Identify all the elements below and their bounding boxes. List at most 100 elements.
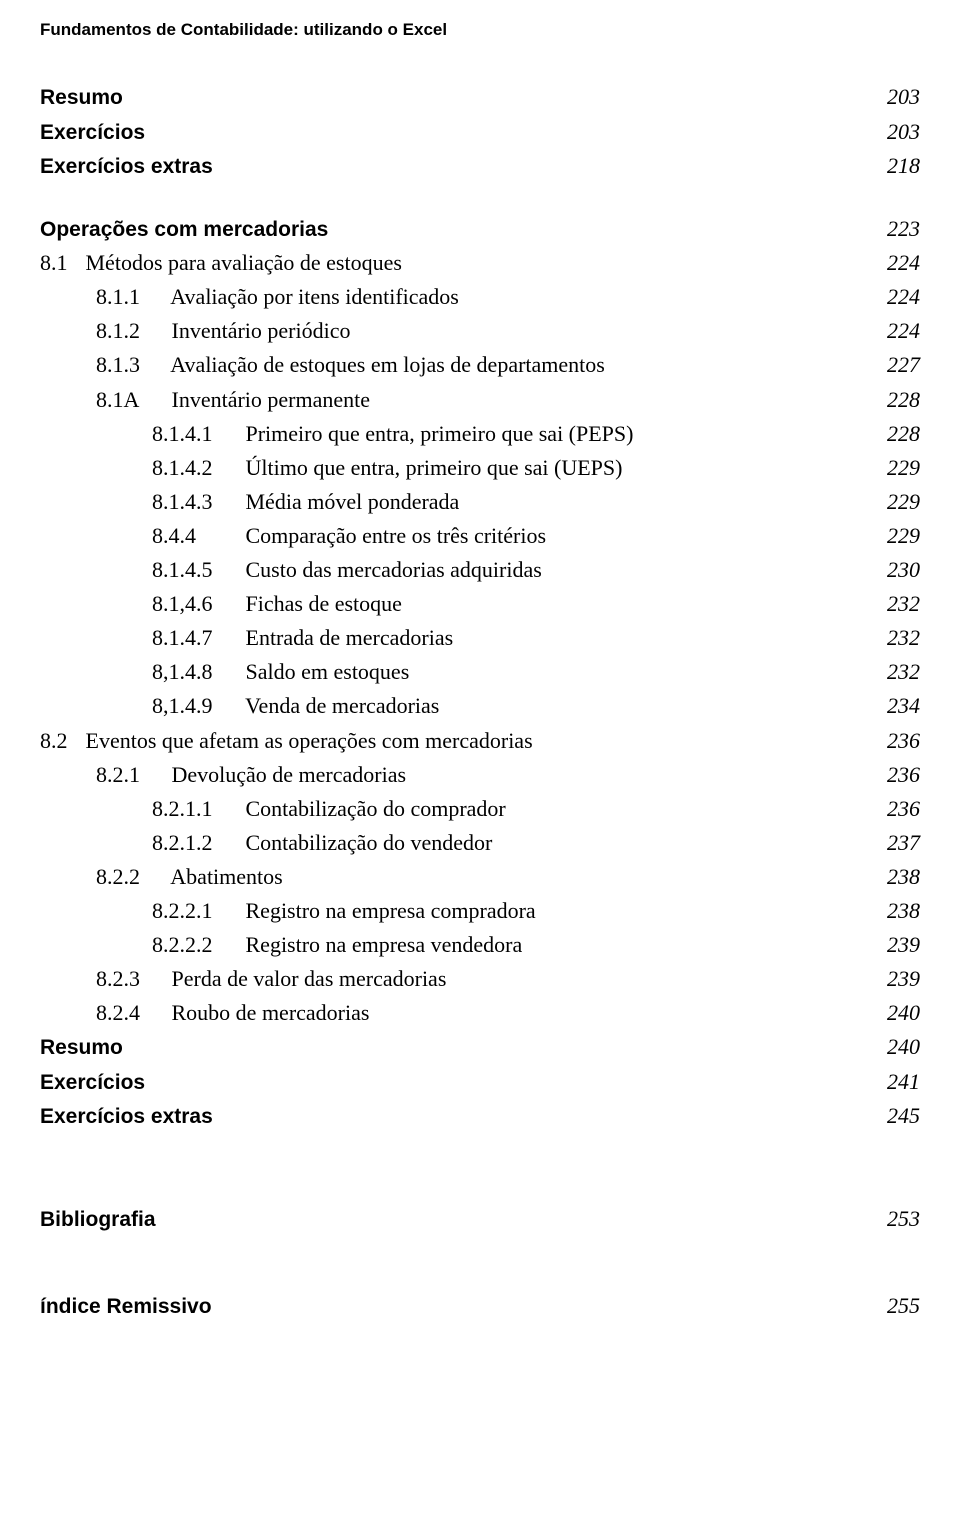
toc-title: Média móvel ponderada bbox=[246, 489, 460, 514]
toc-label: 8.2.3 Perda de valor das mercadorias bbox=[40, 962, 871, 996]
toc-title: Comparação entre os três critérios bbox=[246, 523, 547, 548]
toc-title: Registro na empresa compradora bbox=[246, 898, 536, 923]
toc-section-number: 8.2.4 bbox=[96, 996, 166, 1030]
toc-line: 8,1.4.9 Venda de mercadorias234 bbox=[40, 689, 920, 723]
toc-page-number: 203 bbox=[871, 80, 920, 114]
toc-section-number: 8.4.4 bbox=[152, 519, 240, 553]
toc-label: Resumo bbox=[40, 82, 871, 115]
toc-label: 8.4.4 Comparação entre os três critérios bbox=[40, 519, 871, 553]
toc-page-number: 227 bbox=[871, 348, 920, 382]
toc-page-number: 224 bbox=[871, 280, 920, 314]
toc-line: 8.2.3 Perda de valor das mercadorias239 bbox=[40, 962, 920, 996]
toc-line: 8.1.4.2 Último que entra, primeiro que s… bbox=[40, 451, 920, 485]
toc-main-group: Operações com mercadorias2238.1 Métodos … bbox=[40, 212, 920, 1134]
toc-line: 8.1 Métodos para avaliação de estoques22… bbox=[40, 246, 920, 280]
toc-label: 8.1.4.1 Primeiro que entra, primeiro que… bbox=[40, 417, 871, 451]
toc-section-number: 8.1.4.5 bbox=[152, 553, 240, 587]
toc-line: 8.1A Inventário permanente228 bbox=[40, 383, 920, 417]
toc-label: Exercícios extras bbox=[40, 151, 871, 184]
toc-label: 8.1 Métodos para avaliação de estoques bbox=[40, 246, 871, 280]
toc-label: índice Remissivo bbox=[40, 1291, 871, 1324]
toc-title: Custo das mercadorias adquiridas bbox=[246, 557, 542, 582]
toc-page-number: 228 bbox=[871, 417, 920, 451]
toc-label: 8.1.1 Avaliação por itens identificados bbox=[40, 280, 871, 314]
toc-page-number: 245 bbox=[871, 1099, 920, 1133]
toc-line: 8.1.4.5 Custo das mercadorias adquiridas… bbox=[40, 553, 920, 587]
toc-page-number: 236 bbox=[871, 724, 920, 758]
toc-title: Saldo em estoques bbox=[246, 659, 410, 684]
toc-title: Último que entra, primeiro que sai (UEPS… bbox=[246, 455, 623, 480]
toc-title: Inventário periódico bbox=[172, 318, 351, 343]
toc-section-number: 8.2.2.1 bbox=[152, 894, 240, 928]
toc-line: Operações com mercadorias223 bbox=[40, 212, 920, 247]
toc-label: Operações com mercadorias bbox=[40, 214, 871, 247]
toc-page-number: 240 bbox=[871, 996, 920, 1030]
toc-page-number: 229 bbox=[871, 485, 920, 519]
toc-line: 8.2.2.2 Registro na empresa vendedora239 bbox=[40, 928, 920, 962]
toc-page-number: 236 bbox=[871, 792, 920, 826]
toc-label: 8.1,4.6 Fichas de estoque bbox=[40, 587, 871, 621]
toc-section-number: 8,1.4.9 bbox=[152, 689, 240, 723]
toc-page-number: 232 bbox=[871, 621, 920, 655]
toc-title: Venda de mercadorias bbox=[245, 693, 439, 718]
toc-page-number: 203 bbox=[871, 115, 920, 149]
toc-label: 8.2.2.2 Registro na empresa vendedora bbox=[40, 928, 871, 962]
toc-label: 8.2.2.1 Registro na empresa compradora bbox=[40, 894, 871, 928]
toc-page-number: 218 bbox=[871, 149, 920, 183]
toc-line: 8.2.2 Abatimentos238 bbox=[40, 860, 920, 894]
toc-section-number: 8.1.2 bbox=[96, 314, 166, 348]
toc-section-number: 8,1.4.8 bbox=[152, 655, 240, 689]
toc-title: Registro na empresa vendedora bbox=[246, 932, 523, 957]
back-matter-group: Bibliografia253 índice Remissivo255 bbox=[40, 1202, 920, 1323]
toc-page-number: 223 bbox=[871, 212, 920, 246]
toc-section-number: 8.1.3 bbox=[96, 348, 166, 382]
back-matter-item: Bibliografia253 bbox=[40, 1202, 920, 1237]
toc-label: 8.1.4.7 Entrada de mercadorias bbox=[40, 621, 871, 655]
toc-line: 8.1,4.6 Fichas de estoque232 bbox=[40, 587, 920, 621]
toc-label: 8.1.4.3 Média móvel ponderada bbox=[40, 485, 871, 519]
toc-page-number: 239 bbox=[871, 928, 920, 962]
toc-line: Resumo203 bbox=[40, 80, 920, 115]
toc-section-number: 8.2.1.1 bbox=[152, 792, 240, 826]
toc-line: 8.2.2.1 Registro na empresa compradora23… bbox=[40, 894, 920, 928]
toc-label: Bibliografia bbox=[40, 1204, 871, 1237]
toc-section-number: 8.1A bbox=[96, 383, 166, 417]
toc-line: 8.1.4.3 Média móvel ponderada229 bbox=[40, 485, 920, 519]
toc-page-number: 228 bbox=[871, 383, 920, 417]
toc-line: 8.4.4 Comparação entre os três critérios… bbox=[40, 519, 920, 553]
toc-section-number: 8.1.4.7 bbox=[152, 621, 240, 655]
toc-label: 8.2.1.1 Contabilização do comprador bbox=[40, 792, 871, 826]
toc-section-number: 8.1.4.1 bbox=[152, 417, 240, 451]
toc-label: 8.1.4.5 Custo das mercadorias adquiridas bbox=[40, 553, 871, 587]
running-header: Fundamentos de Contabilidade: utilizando… bbox=[40, 20, 920, 40]
toc-label: 8.1.2 Inventário periódico bbox=[40, 314, 871, 348]
toc-page-number: 232 bbox=[871, 655, 920, 689]
toc-label: 8.2 Eventos que afetam as operações com … bbox=[40, 724, 871, 758]
toc-page-number: 241 bbox=[871, 1065, 920, 1099]
toc-page-number: 237 bbox=[871, 826, 920, 860]
toc-title: Devolução de mercadorias bbox=[172, 762, 407, 787]
toc-line: 8.1.2 Inventário periódico224 bbox=[40, 314, 920, 348]
toc-title: Contabilização do comprador bbox=[246, 796, 506, 821]
toc-line: 8.2.1.2 Contabilização do vendedor237 bbox=[40, 826, 920, 860]
toc-page-number: 229 bbox=[871, 451, 920, 485]
toc-section-number: 8.2.1.2 bbox=[152, 826, 240, 860]
toc-section-number: 8.2.3 bbox=[96, 962, 166, 996]
toc-title: Perda de valor das mercadorias bbox=[172, 966, 447, 991]
toc-page-number: 238 bbox=[871, 894, 920, 928]
toc-title: Entrada de mercadorias bbox=[246, 625, 454, 650]
toc-label: Resumo bbox=[40, 1032, 871, 1065]
toc-page-number: 224 bbox=[871, 246, 920, 280]
toc-line: 8.1.4.7 Entrada de mercadorias232 bbox=[40, 621, 920, 655]
toc-title: Avaliação de estoques em lojas de depart… bbox=[170, 352, 605, 377]
toc-label: 8.2.1 Devolução de mercadorias bbox=[40, 758, 871, 792]
toc-line: índice Remissivo255 bbox=[40, 1289, 920, 1324]
toc-line: Bibliografia253 bbox=[40, 1202, 920, 1237]
toc-line: Exercícios241 bbox=[40, 1065, 920, 1100]
toc-title: Fichas de estoque bbox=[246, 591, 402, 616]
toc-line: 8.1.3 Avaliação de estoques em lojas de … bbox=[40, 348, 920, 382]
toc-section-number: 8.1,4.6 bbox=[152, 587, 240, 621]
toc-page-number: 232 bbox=[871, 587, 920, 621]
toc-label: 8,1.4.8 Saldo em estoques bbox=[40, 655, 871, 689]
toc-section-number: 8.2.1 bbox=[96, 758, 166, 792]
